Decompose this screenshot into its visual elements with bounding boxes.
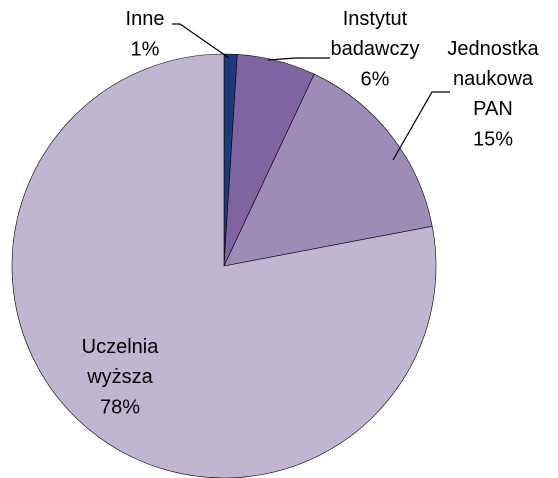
slice-value-label: 6% bbox=[361, 68, 390, 90]
slice-label: Uczelnia wyższa bbox=[82, 336, 160, 388]
pie-slice bbox=[223, 73, 433, 267]
pie-slice bbox=[11, 53, 437, 478]
slice-label: Inne bbox=[126, 8, 165, 30]
leader-line bbox=[392, 91, 450, 161]
slice-label: Jednostka naukowa PAN bbox=[447, 38, 539, 120]
leader-line bbox=[267, 57, 330, 61]
slice-value-label: 1% bbox=[131, 38, 160, 60]
slice-label: Instytut badawczy bbox=[331, 8, 420, 60]
slice-value-label: 15% bbox=[473, 128, 513, 150]
slice-value-label: 78% bbox=[100, 396, 140, 418]
leader-line bbox=[172, 23, 230, 59]
